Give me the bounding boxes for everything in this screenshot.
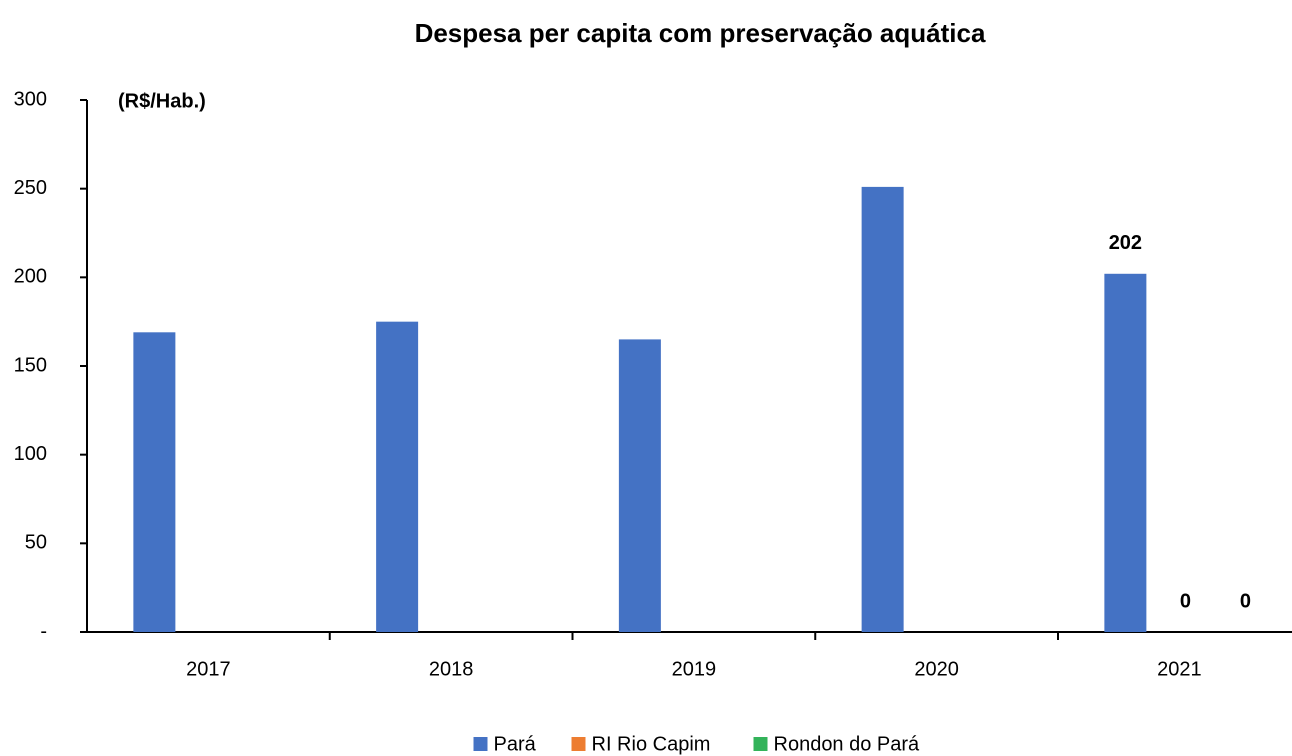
legend-label: Pará	[494, 733, 537, 755]
x-tick-label: 2017	[186, 658, 231, 680]
legend-swatch	[571, 737, 586, 751]
y-tick-label: 100	[14, 443, 47, 465]
x-tick-label: 2021	[1157, 658, 1202, 680]
data-label: 0	[1180, 590, 1191, 612]
x-tick-label: 2018	[429, 658, 474, 680]
bar	[618, 339, 661, 632]
legend-label: Rondon do Pará	[774, 733, 921, 755]
bar	[1104, 273, 1147, 632]
y-tick-label: -	[40, 620, 47, 642]
x-tick-label: 2020	[914, 658, 959, 680]
legend-swatch	[473, 737, 488, 751]
y-axis-label: (R$/Hab.)	[118, 90, 206, 112]
data-label: 202	[1109, 232, 1142, 254]
bar	[133, 332, 176, 632]
y-tick-label: 250	[14, 177, 47, 199]
bar	[376, 321, 419, 632]
legend-swatch	[753, 737, 768, 751]
y-tick-label: 200	[14, 266, 47, 288]
y-tick-label: 300	[14, 88, 47, 110]
legend-label: RI Rio Capim	[592, 733, 711, 755]
y-tick-label: 150	[14, 354, 47, 376]
bar	[861, 186, 904, 633]
y-tick-label: 50	[25, 532, 47, 554]
chart-title: Despesa per capita com preservação aquát…	[415, 18, 986, 48]
data-label: 0	[1240, 590, 1251, 612]
x-tick-label: 2019	[672, 658, 717, 680]
